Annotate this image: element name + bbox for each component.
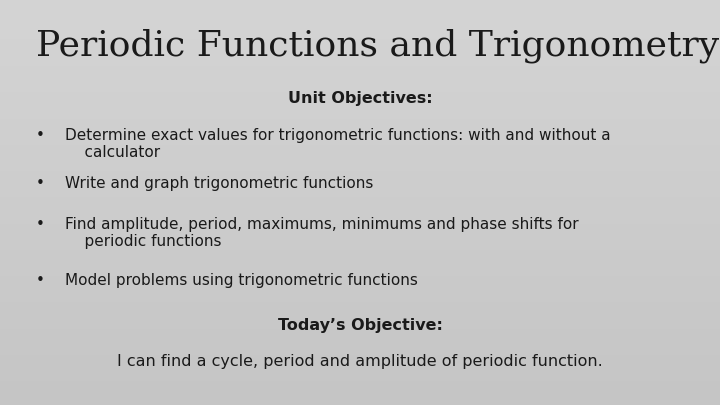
Text: Model problems using trigonometric functions: Model problems using trigonometric funct… bbox=[65, 273, 418, 288]
Text: Write and graph trigonometric functions: Write and graph trigonometric functions bbox=[65, 176, 373, 191]
Text: I can find a cycle, period and amplitude of periodic function.: I can find a cycle, period and amplitude… bbox=[117, 354, 603, 369]
Text: Today’s Objective:: Today’s Objective: bbox=[278, 318, 442, 333]
Text: •: • bbox=[36, 273, 45, 288]
Text: Unit Objectives:: Unit Objectives: bbox=[288, 91, 432, 106]
Text: Periodic Functions and Trigonometry: Periodic Functions and Trigonometry bbox=[36, 28, 719, 63]
Text: •: • bbox=[36, 176, 45, 191]
Text: •: • bbox=[36, 128, 45, 143]
Text: Find amplitude, period, maximums, minimums and phase shifts for
    periodic fun: Find amplitude, period, maximums, minimu… bbox=[65, 217, 578, 249]
Text: •: • bbox=[36, 217, 45, 232]
Text: Determine exact values for trigonometric functions: with and without a
    calcu: Determine exact values for trigonometric… bbox=[65, 128, 611, 160]
